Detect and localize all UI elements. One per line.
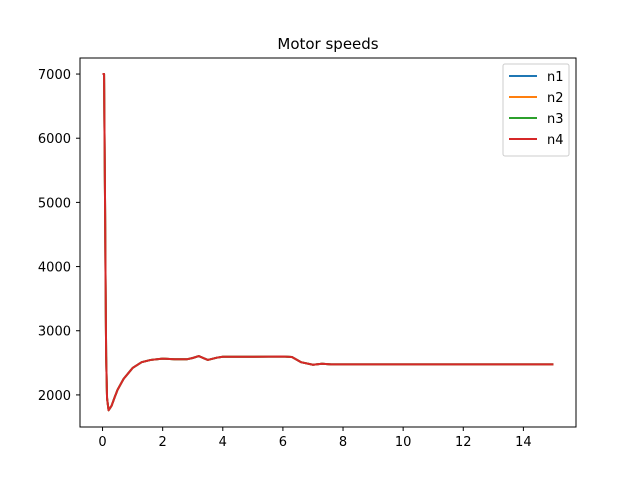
legend: n1 n2 n3 n4 — [502, 63, 570, 157]
x-axis: 0 2 4 6 8 10 12 14 — [98, 427, 532, 450]
y-tick-label: 2000 — [38, 389, 71, 404]
legend-label-n4: n4 — [547, 133, 564, 148]
y-tick-label: 7000 — [38, 68, 71, 83]
legend-label-n1: n1 — [547, 70, 564, 85]
legend-box — [502, 63, 570, 157]
x-tick-label: 12 — [455, 435, 472, 450]
y-axis: 2000 3000 4000 5000 6000 7000 — [38, 68, 80, 404]
plot-area-frame — [79, 57, 577, 428]
y-tick-label: 5000 — [38, 196, 71, 211]
x-tick-label: 8 — [339, 435, 347, 450]
x-tick-label: 10 — [395, 435, 412, 450]
y-tick-label: 3000 — [38, 325, 71, 340]
series-layer — [102, 73, 554, 412]
legend-label-n3: n3 — [547, 112, 564, 127]
x-tick-label: 6 — [279, 435, 287, 450]
y-tick-label: 6000 — [38, 132, 71, 147]
x-tick-label: 4 — [219, 435, 227, 450]
x-tick-label: 14 — [515, 435, 532, 450]
y-tick-label: 4000 — [38, 261, 71, 276]
x-tick-label: 0 — [98, 435, 106, 450]
chart-title: Motor speeds — [277, 35, 378, 53]
legend-label-n2: n2 — [547, 91, 564, 106]
series-line-n4 — [102, 73, 554, 412]
x-tick-label: 2 — [159, 435, 167, 450]
